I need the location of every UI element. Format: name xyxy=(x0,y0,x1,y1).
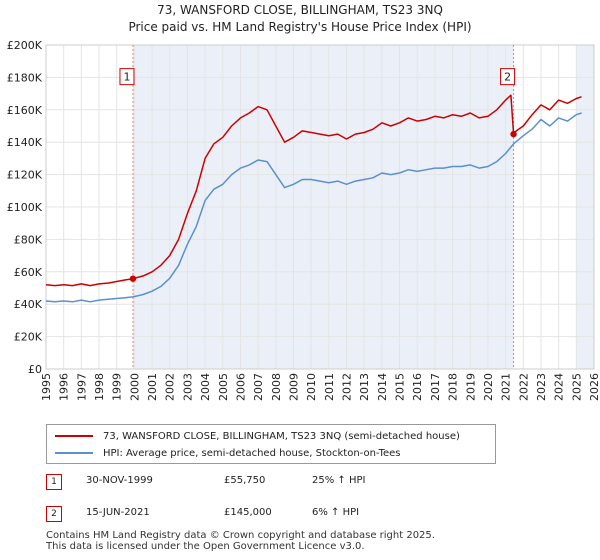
x-tick-label: 2011 xyxy=(323,373,336,401)
x-tick-label: 2015 xyxy=(394,373,407,401)
x-tick-label: 2021 xyxy=(500,373,513,401)
x-tick-label: 1999 xyxy=(111,373,124,401)
x-tick-label: 2019 xyxy=(464,373,477,401)
x-tick-label: 2025 xyxy=(570,373,583,401)
x-tick-label: 2026 xyxy=(588,373,600,401)
y-tick-label: £80K xyxy=(14,233,43,246)
sale-marker-label-1: 1 xyxy=(123,71,130,84)
legend-item-hpi: HPI: Average price, semi-detached house,… xyxy=(55,445,401,461)
y-tick-label: £180K xyxy=(7,71,43,84)
y-tick-label: £140K xyxy=(7,136,43,149)
chart-legend: 73, WANSFORD CLOSE, BILLINGHAM, TS23 3NQ… xyxy=(46,424,496,464)
legend-label-hpi: HPI: Average price, semi-detached house,… xyxy=(103,447,401,459)
x-tick-label: 1995 xyxy=(40,373,53,401)
attribution-footer: Contains HM Land Registry data © Crown c… xyxy=(46,530,435,552)
x-tick-label: 2016 xyxy=(411,373,424,401)
sale-marker-badge-1 xyxy=(119,68,135,86)
legend-line-hpi-icon xyxy=(55,452,93,454)
transaction-number-badge: 1 xyxy=(46,474,62,490)
y-tick-label: £40K xyxy=(14,298,43,311)
transaction-number-badge: 2 xyxy=(46,506,62,522)
x-tick-label: 2014 xyxy=(376,373,389,401)
x-tick-label: 2013 xyxy=(358,373,371,401)
x-tick-label: 2022 xyxy=(517,373,530,401)
transaction-date: 30-NOV-1999 xyxy=(86,475,153,486)
x-tick-label: 2009 xyxy=(287,373,300,401)
legend-line-property-icon xyxy=(55,435,93,437)
sale-marker-badge-2 xyxy=(500,68,516,86)
x-tick-label: 1997 xyxy=(75,373,88,401)
transaction-hpi-change: 25% ↑ HPI xyxy=(312,475,366,486)
x-tick-label: 1998 xyxy=(93,373,106,401)
x-tick-label: 2003 xyxy=(181,373,194,401)
price-chart: 73, WANSFORD CLOSE, BILLINGHAM, TS23 3NQ… xyxy=(7,3,600,401)
x-tick-label: 2000 xyxy=(128,373,141,401)
y-tick-label: £100K xyxy=(7,201,43,214)
transaction-hpi-change: 6% ↑ HPI xyxy=(312,507,360,518)
y-tick-label: £20K xyxy=(14,331,43,344)
y-tick-label: £120K xyxy=(7,169,43,182)
y-tick-label: £200K xyxy=(7,39,43,52)
x-tick-label: 2008 xyxy=(270,373,283,401)
y-tick-label: £60K xyxy=(14,266,43,279)
x-tick-label: 2017 xyxy=(429,373,442,401)
x-tick-label: 2020 xyxy=(482,373,495,401)
attribution-line-2: This data is licensed under the Open Gov… xyxy=(46,541,365,552)
x-tick-label: 2018 xyxy=(447,373,460,401)
attribution-line-1: Contains HM Land Registry data © Crown c… xyxy=(46,530,435,541)
y-tick-label: £160K xyxy=(7,104,43,117)
property-price-line xyxy=(45,94,582,287)
x-tick-label: 2012 xyxy=(341,373,354,401)
x-tick-label: 2023 xyxy=(535,373,548,401)
x-tick-label: 2001 xyxy=(146,373,159,401)
sale-point-1 xyxy=(129,275,137,282)
chart-title: 73, WANSFORD CLOSE, BILLINGHAM, TS23 3NQ xyxy=(157,3,443,17)
sale-point-2 xyxy=(510,130,517,138)
transaction-price: £145,000 xyxy=(224,507,272,518)
y-tick-label: £0 xyxy=(28,363,42,376)
legend-item-property: 73, WANSFORD CLOSE, BILLINGHAM, TS23 3NQ… xyxy=(55,428,460,444)
x-tick-label: 2024 xyxy=(553,373,566,401)
legend-label-property: 73, WANSFORD CLOSE, BILLINGHAM, TS23 3NQ… xyxy=(103,430,460,442)
sale-marker-label-2: 2 xyxy=(504,71,511,84)
hpi-line xyxy=(45,112,582,303)
x-tick-label: 2002 xyxy=(164,373,177,401)
x-tick-label: 2006 xyxy=(234,373,247,401)
transaction-price: £55,750 xyxy=(224,475,266,486)
x-tick-label: 2005 xyxy=(217,373,230,401)
plot-frame xyxy=(45,44,595,370)
chart-subtitle: Price paid vs. HM Land Registry's House … xyxy=(128,20,471,34)
x-tick-label: 2007 xyxy=(252,373,265,401)
transaction-row: 1 30-NOV-1999 £55,750 25% ↑ HPI xyxy=(46,474,496,494)
transaction-row: 2 15-JUN-2021 £145,000 6% ↑ HPI xyxy=(46,506,496,526)
x-tick-label: 1996 xyxy=(58,373,71,401)
transaction-date: 15-JUN-2021 xyxy=(86,507,150,518)
x-tick-label: 2010 xyxy=(305,373,318,401)
x-tick-label: 2004 xyxy=(199,373,212,401)
